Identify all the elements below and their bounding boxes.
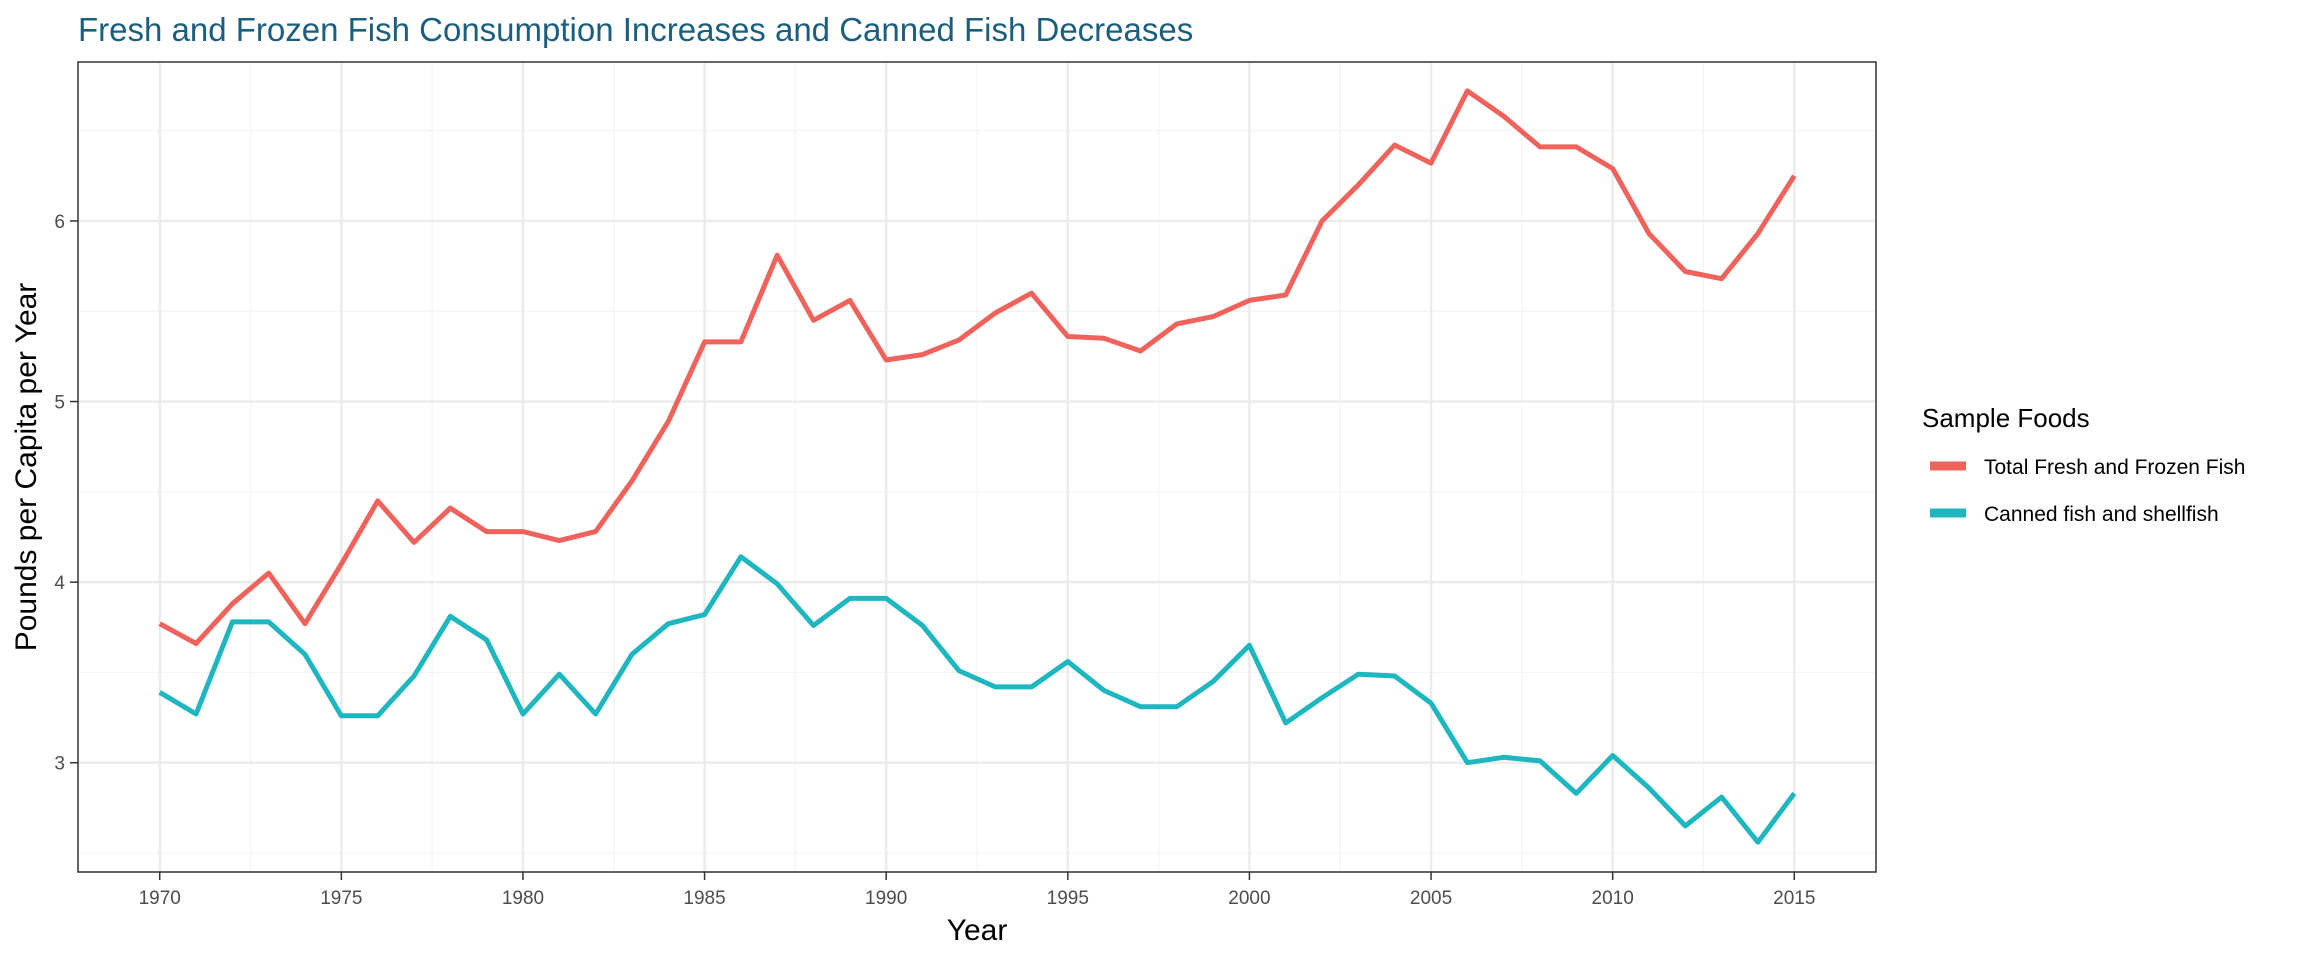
- minor-gridlines: [78, 62, 1876, 872]
- y-tick-label: 6: [54, 212, 65, 233]
- x-axis: 1970 1975 1980 1985 1990 1995 2000 2005 2010 2015: [139, 872, 1815, 909]
- x-axis-title: Year: [947, 914, 1008, 947]
- y-tick-label: 5: [54, 393, 65, 414]
- legend-label: Total Fresh and Frozen Fish: [1984, 456, 2245, 479]
- legend-title: Sample Foods: [1922, 403, 2090, 433]
- y-tick-label: 4: [54, 573, 65, 594]
- major-gridlines: [78, 62, 1876, 872]
- x-tick-label: 2005: [1410, 888, 1452, 909]
- y-tick-label: 3: [54, 754, 65, 775]
- x-tick-label: 2015: [1773, 888, 1815, 909]
- x-tick-label: 1980: [502, 888, 544, 909]
- series-line-1: [158, 88, 1797, 646]
- legend: Sample Foods Total Fresh and Frozen Fish…: [1922, 403, 2245, 526]
- y-axis-title: Pounds per Capita per Year: [10, 283, 43, 652]
- x-tick-label: 2010: [1592, 888, 1634, 909]
- x-tick-label: 1985: [683, 888, 725, 909]
- x-tick-label: 1990: [865, 888, 907, 909]
- series-line-2: [158, 554, 1797, 845]
- x-tick-label: 2000: [1228, 888, 1270, 909]
- x-tick-label: 1995: [1047, 888, 1089, 909]
- series-lines: [158, 88, 1797, 845]
- plot-panel-border: [77, 61, 1877, 873]
- y-axis: 3 4 5 6: [54, 212, 78, 775]
- legend-items: Total Fresh and Frozen Fish Canned fish a…: [1930, 456, 2245, 526]
- chart-title: Fresh and Frozen Fish Consumption Increa…: [78, 11, 1193, 48]
- x-tick-label: 1975: [320, 888, 362, 909]
- legend-label: Canned fish and shellfish: [1984, 503, 2219, 526]
- x-tick-label: 1970: [139, 888, 181, 909]
